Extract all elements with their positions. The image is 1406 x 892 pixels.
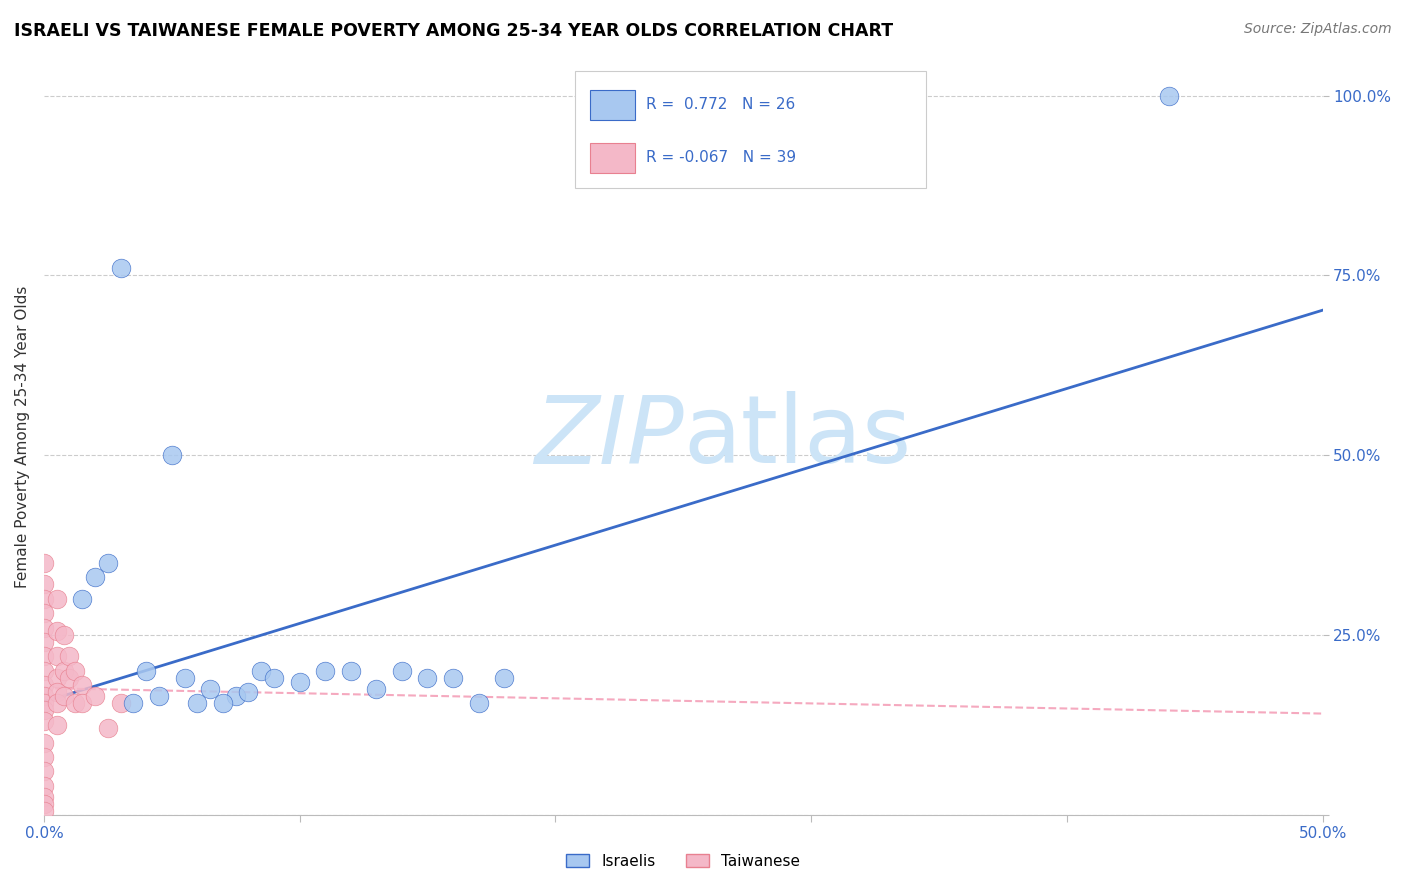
Point bbox=[160, 448, 183, 462]
Point bbox=[366, 681, 388, 696]
Point bbox=[110, 696, 132, 710]
Point bbox=[45, 685, 67, 699]
Point bbox=[45, 624, 67, 639]
Point bbox=[53, 628, 76, 642]
Point bbox=[32, 736, 55, 750]
Point bbox=[391, 664, 413, 678]
Point bbox=[494, 671, 516, 685]
Point bbox=[32, 804, 55, 818]
Point bbox=[32, 779, 55, 793]
Point bbox=[32, 664, 55, 678]
Point bbox=[45, 649, 67, 664]
Text: R =  0.772   N = 26: R = 0.772 N = 26 bbox=[647, 97, 796, 112]
Point bbox=[58, 649, 80, 664]
FancyBboxPatch shape bbox=[591, 143, 634, 173]
Text: ZIP: ZIP bbox=[534, 392, 683, 483]
Point bbox=[53, 664, 76, 678]
Point bbox=[225, 689, 247, 703]
Point bbox=[70, 696, 93, 710]
Point bbox=[32, 556, 55, 570]
Point bbox=[32, 649, 55, 664]
Point bbox=[70, 678, 93, 692]
Point bbox=[84, 570, 107, 584]
Point bbox=[58, 671, 80, 685]
Point bbox=[32, 678, 55, 692]
Point bbox=[32, 750, 55, 764]
Point bbox=[32, 577, 55, 591]
Point bbox=[416, 671, 439, 685]
Text: atlas: atlas bbox=[683, 391, 911, 483]
Point bbox=[63, 696, 86, 710]
Point bbox=[63, 664, 86, 678]
Point bbox=[32, 621, 55, 635]
Point bbox=[45, 671, 67, 685]
Legend: Israelis, Taiwanese: Israelis, Taiwanese bbox=[560, 847, 807, 875]
Point bbox=[97, 556, 120, 570]
Point bbox=[32, 635, 55, 649]
Point bbox=[467, 696, 489, 710]
Point bbox=[45, 591, 67, 606]
Point bbox=[32, 689, 55, 703]
Point bbox=[45, 717, 67, 731]
Point bbox=[122, 696, 145, 710]
Text: ISRAELI VS TAIWANESE FEMALE POVERTY AMONG 25-34 YEAR OLDS CORRELATION CHART: ISRAELI VS TAIWANESE FEMALE POVERTY AMON… bbox=[14, 22, 893, 40]
Point bbox=[288, 674, 311, 689]
Point bbox=[238, 685, 260, 699]
Point bbox=[70, 591, 93, 606]
Point bbox=[250, 664, 273, 678]
Point bbox=[84, 689, 107, 703]
Point bbox=[1159, 88, 1181, 103]
Point bbox=[148, 689, 170, 703]
Point bbox=[339, 664, 361, 678]
Point bbox=[110, 261, 132, 276]
Point bbox=[32, 764, 55, 779]
Point bbox=[32, 703, 55, 717]
Point bbox=[263, 671, 285, 685]
Point bbox=[32, 714, 55, 728]
Point bbox=[198, 681, 221, 696]
Point bbox=[32, 591, 55, 606]
Point bbox=[441, 671, 464, 685]
Point bbox=[32, 789, 55, 804]
Point bbox=[212, 696, 235, 710]
FancyBboxPatch shape bbox=[575, 71, 927, 188]
Point bbox=[314, 664, 336, 678]
FancyBboxPatch shape bbox=[591, 90, 634, 120]
Text: Source: ZipAtlas.com: Source: ZipAtlas.com bbox=[1244, 22, 1392, 37]
Point bbox=[97, 721, 120, 735]
Point bbox=[135, 664, 157, 678]
Text: R = -0.067   N = 39: R = -0.067 N = 39 bbox=[647, 150, 796, 165]
Y-axis label: Female Poverty Among 25-34 Year Olds: Female Poverty Among 25-34 Year Olds bbox=[15, 285, 30, 588]
Point bbox=[45, 696, 67, 710]
Point bbox=[32, 696, 55, 710]
Point bbox=[186, 696, 208, 710]
Point bbox=[53, 689, 76, 703]
Point bbox=[32, 606, 55, 620]
Point bbox=[173, 671, 195, 685]
Point bbox=[32, 797, 55, 811]
